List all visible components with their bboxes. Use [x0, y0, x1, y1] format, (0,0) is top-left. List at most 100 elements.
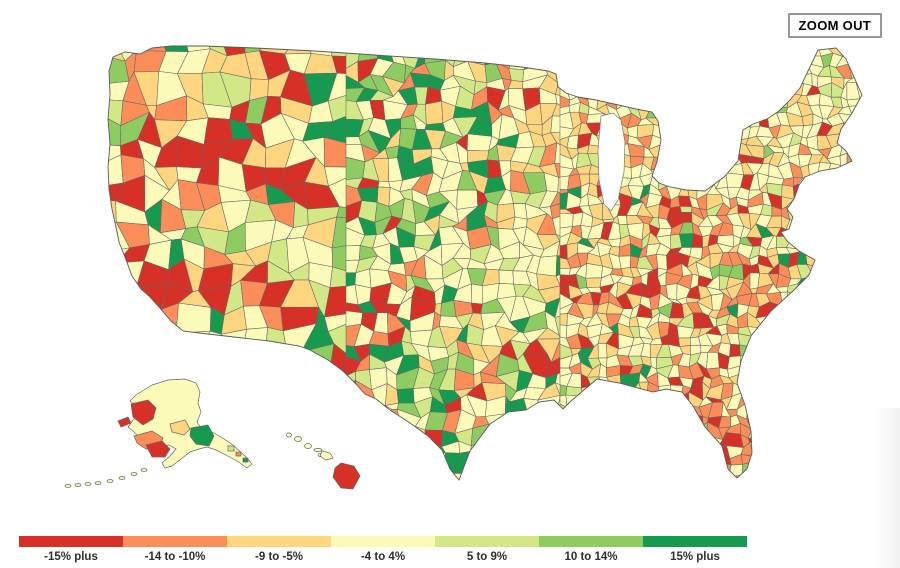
county-cell — [831, 276, 842, 286]
hawaii-island — [304, 443, 312, 449]
county-cell — [698, 46, 713, 50]
county-cell — [658, 162, 673, 174]
legend-label-5: 10 to 14% — [564, 551, 618, 563]
county-cell — [552, 464, 571, 480]
county-cell — [805, 405, 823, 419]
alaska-borough-green — [189, 424, 215, 447]
county-cell — [798, 401, 809, 421]
county-cell — [675, 113, 689, 130]
county-cell — [566, 33, 583, 44]
county-cell — [646, 392, 661, 410]
county-cell — [264, 352, 292, 381]
county-cell — [725, 117, 741, 129]
county-cell — [706, 352, 720, 370]
county-cell — [642, 46, 649, 47]
county-cell — [715, 154, 732, 166]
county-cell — [587, 484, 602, 499]
county-cell — [625, 398, 644, 410]
county-cell — [819, 356, 830, 368]
county-cell — [385, 425, 402, 443]
county-cell — [758, 424, 770, 437]
county-cell — [679, 233, 694, 248]
county-cell — [616, 46, 631, 48]
county-cell — [620, 427, 629, 438]
county-cell — [587, 54, 602, 70]
county-cell — [707, 122, 722, 140]
county-cell — [806, 293, 824, 308]
county-cell — [855, 191, 862, 210]
county-cell — [658, 407, 668, 419]
county-cell — [769, 442, 784, 460]
county-cell — [780, 291, 788, 310]
county-cell — [222, 352, 251, 379]
county-cell — [667, 142, 683, 160]
county-cell — [765, 432, 784, 450]
county-cell — [617, 215, 628, 225]
county-cell — [636, 91, 654, 105]
county-cell — [659, 34, 670, 43]
county-cell — [846, 355, 862, 366]
county-cell — [806, 473, 824, 480]
county-cell — [198, 474, 226, 480]
county-cell — [250, 364, 276, 400]
county-cell — [656, 471, 671, 480]
county-cell — [817, 334, 832, 348]
county-cell — [625, 416, 640, 428]
county-cell — [709, 485, 719, 498]
county-cell — [797, 484, 810, 500]
county-cell — [444, 46, 463, 55]
county-cell — [747, 94, 762, 107]
county-cell — [607, 484, 620, 499]
county-cell — [846, 273, 862, 284]
hawaii-island — [294, 436, 302, 442]
county-cell — [840, 165, 849, 176]
county-cell — [686, 158, 704, 171]
county-cell — [685, 132, 703, 147]
county-cell — [848, 431, 858, 444]
county-cell — [858, 176, 862, 188]
county-cell — [679, 54, 691, 71]
county-cell — [809, 178, 820, 185]
county-cell — [648, 471, 660, 480]
county-cell — [398, 436, 421, 459]
county-cell — [806, 306, 824, 319]
county-cell — [775, 46, 790, 51]
county-cell — [766, 91, 781, 108]
county-cell — [481, 481, 503, 503]
legend-swatch-6 — [643, 536, 747, 547]
county-cell — [776, 341, 792, 357]
zoom-out-button[interactable]: ZOOM OUT — [787, 13, 882, 38]
county-cell — [858, 163, 862, 178]
county-cell — [175, 302, 212, 334]
county-cell — [669, 95, 685, 108]
county-cell — [581, 437, 593, 450]
county-cell — [676, 176, 694, 189]
county-cell — [846, 282, 862, 300]
county-cell — [657, 414, 670, 430]
county-cell — [280, 477, 317, 480]
county-cell — [508, 455, 532, 473]
county-cell — [796, 225, 813, 240]
county-cell — [559, 244, 568, 260]
county-cell — [846, 343, 862, 359]
county-cell — [345, 437, 363, 454]
county-cell — [648, 462, 660, 478]
county-cell — [819, 461, 835, 480]
county-cell — [797, 183, 811, 193]
county-cell — [682, 436, 695, 448]
county-cell — [488, 436, 503, 462]
county-cell — [600, 64, 612, 75]
county-cell — [615, 398, 628, 409]
county-cell — [628, 431, 641, 450]
county-cell — [856, 354, 862, 369]
county-cell — [398, 426, 417, 440]
county-cell — [587, 84, 604, 100]
county-cell — [483, 46, 499, 66]
county-cell — [616, 52, 633, 67]
county-cell — [686, 425, 704, 438]
county-cell — [845, 204, 862, 220]
county-cell — [699, 476, 714, 480]
county-cell — [649, 485, 662, 500]
county-cell — [761, 386, 774, 399]
